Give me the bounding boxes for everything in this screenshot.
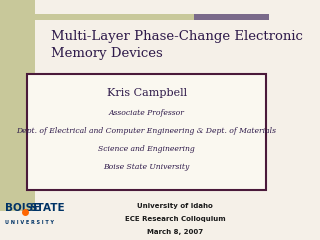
- FancyBboxPatch shape: [27, 74, 266, 190]
- FancyBboxPatch shape: [194, 14, 269, 20]
- Text: Boise State University: Boise State University: [103, 163, 190, 171]
- Text: Associate Professor: Associate Professor: [109, 109, 185, 117]
- Text: ECE Research Colloquium: ECE Research Colloquium: [124, 216, 225, 222]
- Text: Science and Engineering: Science and Engineering: [98, 145, 195, 153]
- Text: Dept. of Electrical and Computer Engineering & Dept. of Materials: Dept. of Electrical and Computer Enginee…: [17, 127, 276, 135]
- Text: University of Idaho: University of Idaho: [137, 203, 213, 209]
- Text: Kris Campbell: Kris Campbell: [107, 88, 187, 98]
- Text: March 8, 2007: March 8, 2007: [147, 229, 203, 235]
- Text: Multi-Layer Phase-Change Electronic
Memory Devices: Multi-Layer Phase-Change Electronic Memo…: [51, 30, 303, 60]
- Text: U N I V E R S I T Y: U N I V E R S I T Y: [5, 220, 54, 225]
- FancyBboxPatch shape: [0, 14, 269, 20]
- Text: STATE: STATE: [29, 203, 65, 213]
- FancyBboxPatch shape: [0, 0, 35, 211]
- Text: BOISE: BOISE: [5, 203, 41, 213]
